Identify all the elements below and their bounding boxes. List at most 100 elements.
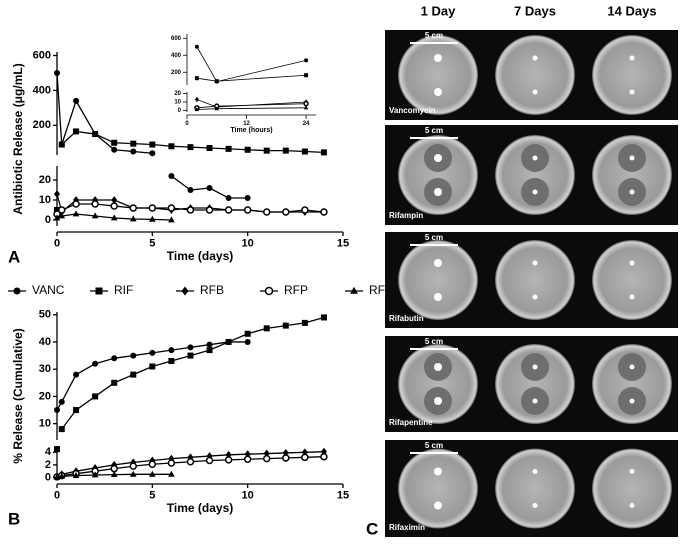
dish	[592, 35, 672, 115]
marker	[130, 371, 137, 378]
y-tick-label: 400	[33, 84, 51, 96]
disc	[434, 363, 442, 371]
series-line	[56, 213, 172, 221]
y-tick-label: 200	[33, 119, 51, 131]
marker	[206, 145, 213, 152]
x-tick-label: 15	[337, 238, 349, 250]
panel-label: A	[8, 247, 20, 266]
marker	[54, 69, 60, 76]
marker	[111, 355, 118, 362]
marker	[110, 471, 118, 478]
marker	[130, 352, 137, 359]
marker	[168, 143, 175, 150]
legend-label: RFB	[200, 283, 224, 297]
marker	[73, 371, 80, 378]
series-line	[56, 72, 153, 154]
disc	[532, 469, 538, 474]
marker	[92, 393, 99, 400]
marker	[194, 96, 199, 103]
x-tick-label: 5	[149, 238, 155, 250]
disc	[532, 155, 538, 161]
marker	[149, 215, 156, 222]
disc	[532, 398, 538, 404]
disc	[434, 501, 442, 510]
row-label: Rifapentine	[389, 418, 433, 427]
legend-label: VANC	[32, 283, 65, 297]
scale-label: 5 cm	[425, 337, 443, 346]
marker	[167, 204, 176, 212]
dish	[592, 240, 672, 320]
x-tick-label: 15	[337, 490, 349, 502]
disc	[434, 397, 442, 405]
disc	[434, 259, 442, 267]
marker	[244, 338, 251, 345]
marker	[206, 347, 213, 354]
scale-label: 5 cm	[425, 441, 443, 450]
marker	[168, 216, 175, 223]
marker	[194, 107, 200, 112]
marker	[73, 97, 80, 104]
marker	[92, 131, 99, 138]
marker	[149, 150, 156, 157]
legend-label: RIF	[114, 283, 133, 297]
x-tick-label: 0	[185, 121, 189, 127]
marker	[304, 58, 309, 63]
row-label: Rifaximin	[389, 523, 425, 532]
marker	[301, 148, 308, 155]
column-header: 14 Days	[607, 3, 656, 18]
disc	[629, 503, 635, 508]
dish	[495, 35, 575, 115]
marker	[72, 210, 80, 217]
marker	[282, 322, 289, 329]
disc	[434, 88, 442, 96]
marker	[111, 146, 118, 153]
y-tick-label: 0	[45, 471, 51, 483]
y-tick-label: 20	[39, 390, 51, 402]
marker	[301, 453, 309, 462]
marker	[58, 206, 66, 214]
marker	[58, 398, 65, 405]
marker	[149, 470, 156, 477]
y-tick-label: 400	[171, 53, 182, 59]
marker	[168, 454, 175, 463]
marker	[320, 452, 328, 461]
marker	[73, 128, 80, 135]
marker	[129, 462, 138, 470]
scale-label: 5 cm	[425, 126, 443, 135]
disc	[434, 154, 442, 162]
marker	[129, 470, 137, 477]
marker	[225, 450, 232, 459]
marker	[95, 287, 103, 295]
marker	[224, 456, 233, 464]
y-tick-label: 30	[39, 363, 51, 375]
y-tick-label: 2	[45, 459, 51, 471]
marker	[225, 145, 232, 152]
marker	[225, 195, 232, 201]
marker	[168, 173, 175, 179]
marker	[350, 286, 358, 294]
disc	[629, 364, 635, 370]
marker	[187, 344, 194, 351]
marker	[54, 446, 60, 453]
marker	[129, 204, 138, 212]
marker	[111, 379, 118, 386]
dish	[495, 448, 575, 529]
series-line	[56, 451, 324, 477]
series-line	[56, 456, 324, 478]
y-tick-label: 20	[174, 91, 181, 97]
x-tick-label: 5	[149, 490, 155, 502]
disc	[629, 469, 635, 474]
marker	[224, 206, 233, 214]
disc	[629, 55, 635, 61]
series-line	[56, 341, 248, 411]
marker	[205, 456, 214, 465]
marker	[58, 212, 66, 219]
column-header: 7 Days	[514, 3, 556, 18]
marker	[91, 471, 99, 478]
marker	[263, 325, 270, 332]
disc	[629, 398, 635, 404]
marker	[225, 338, 232, 345]
marker	[53, 214, 61, 221]
x-tick-label: 12	[243, 121, 250, 127]
disc	[629, 260, 635, 266]
